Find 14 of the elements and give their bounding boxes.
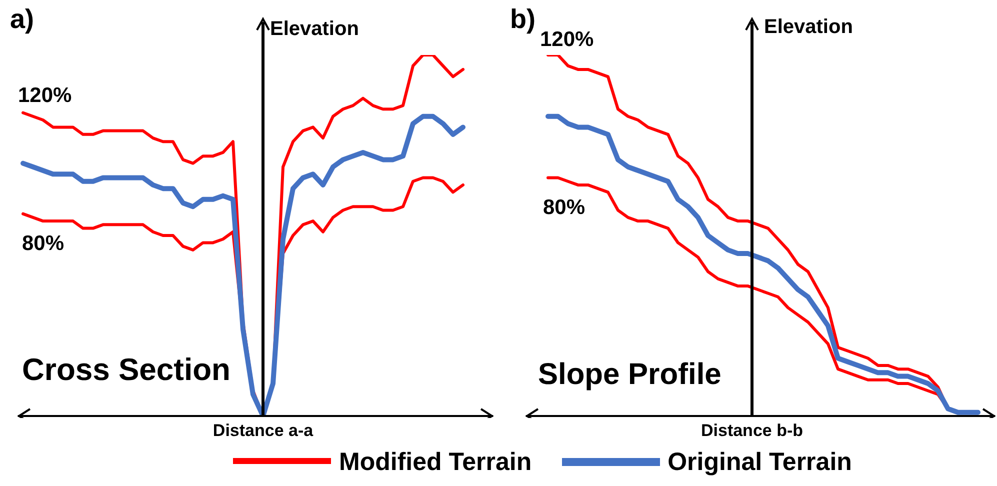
annotation: 80% [22,232,64,255]
text: 120% [540,28,594,51]
legend-label: Original Terrain [668,448,852,476]
legend-label: Modified Terrain [339,448,532,476]
text: Slope Profile [538,358,722,391]
annotation: 80% [543,196,586,219]
chart-title: a) [10,4,34,34]
x-axis-title: Distance b-b [700,421,804,440]
annotation: 120% [18,84,72,107]
text: Cross Section [22,352,230,387]
y-axis-title: Elevation [764,16,853,38]
y-axis-title: Elevation [270,18,359,40]
x-axis-title: Distance a-a [212,421,314,440]
chart-title: b) [510,4,536,34]
